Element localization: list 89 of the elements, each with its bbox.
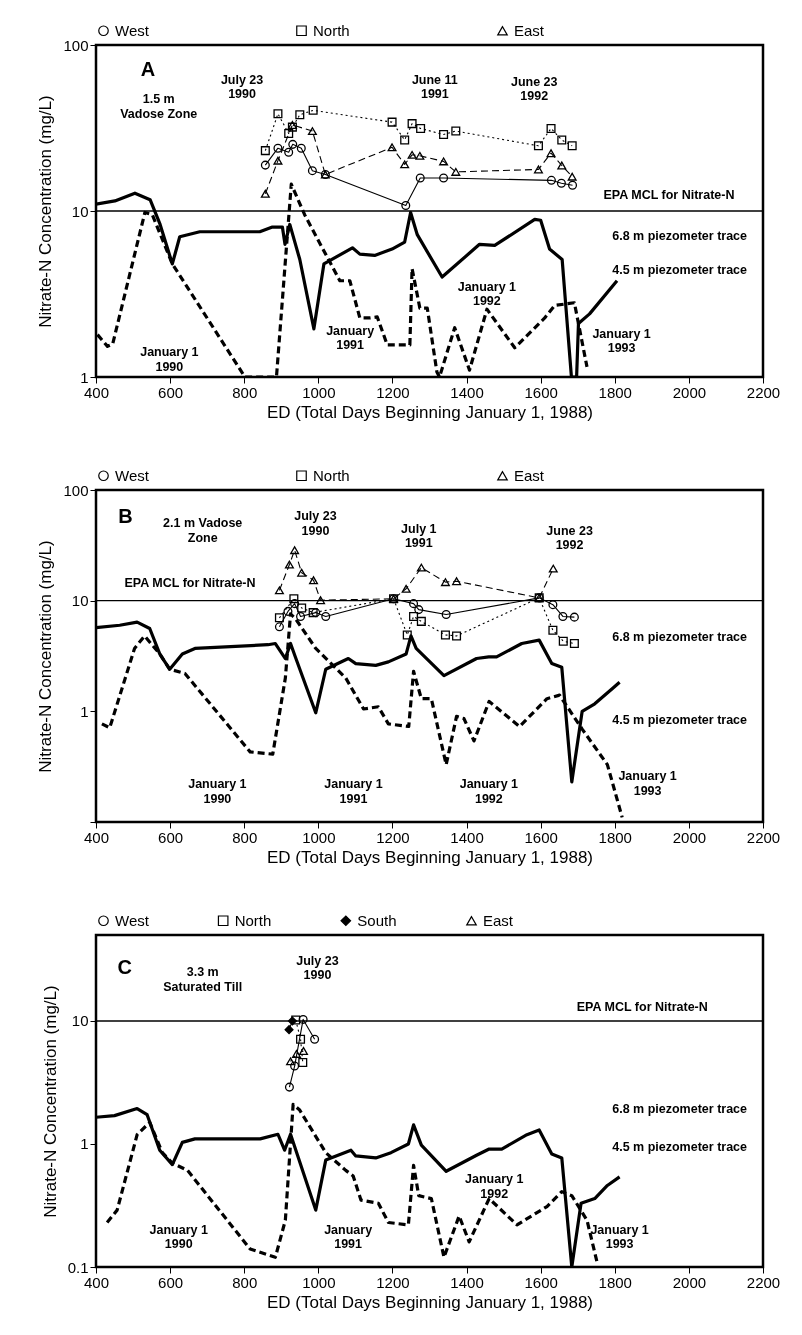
y-tick-label: 10	[71, 592, 89, 610]
x-tick-label: 1200	[376, 828, 410, 846]
y-axis-title: Nitrate-N Concentration (mg/L)	[36, 540, 56, 773]
x-axis-title: ED (Total Days Beginning January 1, 1988)	[266, 402, 594, 422]
legend-label: West	[115, 466, 150, 484]
annotation: EPA MCL for Nitrate-N	[576, 1000, 708, 1015]
x-tick-label: 800	[232, 383, 258, 401]
x-tick-label: 2000	[672, 828, 707, 846]
annotation: 6.8 m piezometer trace	[612, 1101, 748, 1116]
annotation: 6.8 m piezometer trace	[612, 630, 748, 645]
legend-label: South	[357, 911, 397, 929]
annotation: 4.5 m piezometer trace	[612, 263, 748, 278]
legend-label: West	[115, 911, 150, 929]
annotation: January 1 1990	[188, 777, 247, 806]
y-tick-label: 1	[80, 368, 89, 386]
x-tick-label: 800	[232, 828, 258, 846]
annotation: EPA MCL for Nitrate-N	[124, 575, 256, 590]
x-tick-label: 1800	[598, 828, 632, 846]
x-tick-label: 1200	[376, 1273, 410, 1291]
y-tick-label: 10	[71, 202, 89, 220]
annotation: January 1 1993	[592, 326, 651, 356]
annotation: B	[118, 504, 133, 527]
annotation: 4.5 m piezometer trace	[612, 712, 748, 727]
annotation: July 23 1990	[294, 509, 337, 538]
x-tick-label: 1000	[302, 828, 336, 846]
y-tick-label: 1	[80, 1135, 89, 1153]
annotation: January 1 1993	[618, 769, 677, 798]
annotation: January 1 1993	[590, 1222, 649, 1252]
annotation: 4.5 m piezometer trace	[612, 1140, 748, 1155]
x-tick-label: 1600	[524, 828, 558, 846]
x-tick-label: 2000	[672, 383, 707, 401]
annotation: June 23 1992	[546, 523, 593, 552]
y-tick-label: 1	[80, 702, 89, 720]
x-tick-label: 400	[83, 383, 110, 401]
annotation: January 1 1992	[459, 777, 519, 806]
annotation: 6.8 m piezometer trace	[612, 228, 748, 243]
annotation: January 1991	[326, 323, 375, 353]
x-axis-title: ED (Total Days Beginning January 1, 1988)	[266, 1292, 594, 1312]
x-tick-label: 1600	[524, 383, 558, 401]
annotation: January 1991	[324, 1222, 373, 1252]
legend-label: North	[313, 21, 350, 39]
annotation: January 1 1992	[457, 279, 517, 309]
legend-label: North	[313, 466, 350, 484]
legend-label: West	[115, 21, 150, 39]
x-tick-label: 1000	[302, 1273, 336, 1291]
x-tick-label: 800	[232, 1273, 258, 1291]
legend-label: East	[483, 911, 514, 929]
y-tick-label: 10	[71, 1012, 89, 1030]
annotation: July 23 1990	[220, 72, 264, 102]
x-tick-label: 2200	[746, 1273, 781, 1291]
y-axis-title: Nitrate-N Concentration (mg/L)	[40, 985, 60, 1218]
y-tick-label: 100	[63, 36, 89, 54]
legend-label: North	[234, 911, 272, 929]
legend-label: East	[514, 466, 545, 484]
annotation: June 11 1991	[411, 72, 458, 102]
x-tick-label: 1200	[376, 383, 410, 401]
annotation: C	[117, 955, 132, 978]
annotation: June 23 1992	[510, 74, 558, 104]
x-tick-label: 600	[158, 828, 184, 846]
y-tick-label: 100	[63, 481, 89, 499]
annotation: 1.5 m Vadose Zone	[120, 92, 198, 121]
x-tick-label: 400	[83, 1273, 110, 1291]
x-tick-label: 1000	[302, 383, 336, 401]
x-tick-label: 600	[158, 383, 184, 401]
x-tick-label: 1600	[524, 1273, 558, 1291]
annotation: July 23 1990	[296, 953, 339, 983]
x-tick-label: 2200	[746, 383, 781, 401]
annotation: 3.3 m Saturated Till	[163, 965, 243, 994]
x-tick-label: 600	[158, 1273, 184, 1291]
annotation: January 1 1990	[149, 1222, 208, 1252]
x-tick-label: 1800	[598, 1273, 632, 1291]
annotation: July 1 1991	[401, 521, 437, 551]
x-tick-label: 1800	[598, 383, 632, 401]
annotation: January 1 1991	[324, 777, 383, 806]
annotation: A	[140, 57, 156, 80]
x-tick-label: 1400	[450, 1273, 484, 1291]
legend-label: East	[514, 21, 545, 39]
annotation: 2.1 m Vadose Zone	[163, 516, 243, 545]
x-tick-label: 1400	[450, 828, 484, 846]
x-axis-title: ED (Total Days Beginning January 1, 1988)	[266, 847, 594, 867]
y-tick-label: 0.1	[67, 1258, 89, 1276]
annotation: EPA MCL for Nitrate-N	[603, 188, 735, 203]
x-tick-label: 400	[83, 828, 110, 846]
x-tick-label: 2200	[746, 828, 781, 846]
x-tick-label: 1400	[450, 383, 484, 401]
x-tick-label: 2000	[672, 1273, 707, 1291]
y-axis-title: Nitrate-N Concentration (mg/L)	[36, 95, 56, 328]
annotation: January 1 1990	[140, 345, 199, 374]
annotation: January 1 1992	[465, 1172, 524, 1201]
